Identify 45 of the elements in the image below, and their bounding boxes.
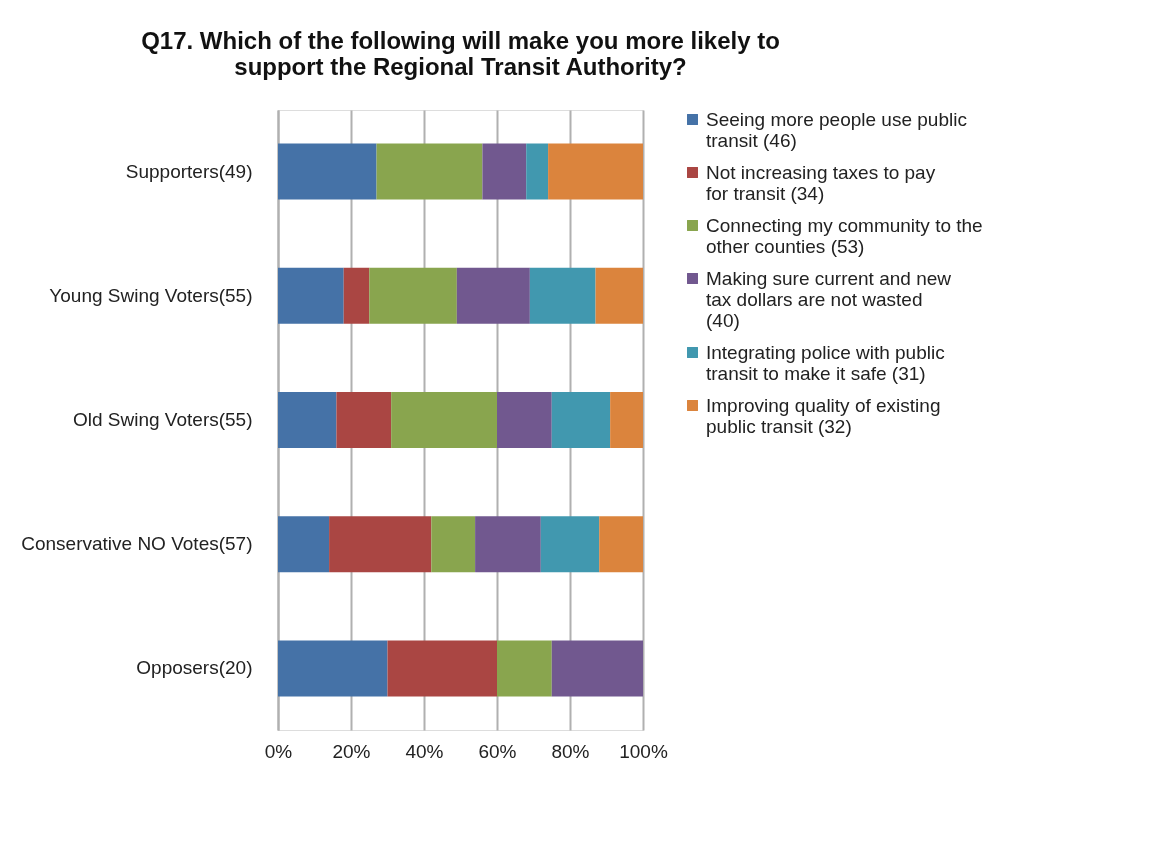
- legend-label: Seeing more people use public transit (46): [706, 108, 967, 151]
- x-tick-label: 0%: [264, 740, 293, 762]
- bar: [551, 640, 643, 697]
- legend-label: Making sure current and new tax dollars are not wasted (40): [706, 267, 952, 331]
- bar: [526, 143, 549, 200]
- chart-title: Q17. Which of the following will make you more likely to support the Regional Transit Authority?: [141, 27, 780, 80]
- bar: [329, 516, 432, 573]
- y-tick-label: Conservative NO Votes(57): [21, 533, 253, 555]
- bar: [610, 392, 643, 448]
- bar: [595, 267, 643, 324]
- bar: [278, 143, 377, 200]
- bar: [278, 267, 344, 324]
- bar: [336, 392, 392, 448]
- bar: [278, 516, 330, 573]
- bar: [391, 392, 497, 448]
- x-tick-label: 100%: [619, 740, 668, 762]
- bar: [475, 516, 541, 573]
- y-tick-label: Young Swing Voters(55): [49, 284, 253, 306]
- legend-label: Integrating police with public transit to make it safe (31): [706, 341, 945, 384]
- bar: [369, 267, 457, 324]
- x-tick-label: 40%: [405, 740, 444, 762]
- x-tick-label: 60%: [478, 740, 517, 762]
- x-tick-label: 80%: [551, 740, 590, 762]
- bar: [387, 640, 497, 697]
- bar: [456, 267, 530, 324]
- bar: [343, 267, 370, 324]
- bar: [497, 640, 552, 697]
- y-tick-label: Old Swing Voters(55): [72, 409, 253, 430]
- bar: [497, 392, 552, 448]
- legend-label: Not increasing taxes to pay for transit (34): [706, 161, 936, 204]
- bar: [278, 392, 337, 448]
- bar: [548, 143, 643, 200]
- bar: [278, 640, 388, 697]
- y-tick-label: Supporters(49): [125, 160, 253, 182]
- legend-label: Connecting my community to the other counties (53): [706, 214, 983, 257]
- bar: [431, 516, 476, 573]
- bar: [376, 143, 483, 200]
- bar: [482, 143, 527, 200]
- y-tick-label: Opposers(20): [136, 657, 253, 679]
- x-tick-label: 20%: [332, 740, 371, 762]
- legend-label: Improving quality of existing public transit (32): [706, 394, 941, 437]
- bar: [551, 392, 611, 448]
- bar: [540, 516, 600, 573]
- bar: [529, 267, 596, 324]
- bar: [599, 516, 643, 573]
